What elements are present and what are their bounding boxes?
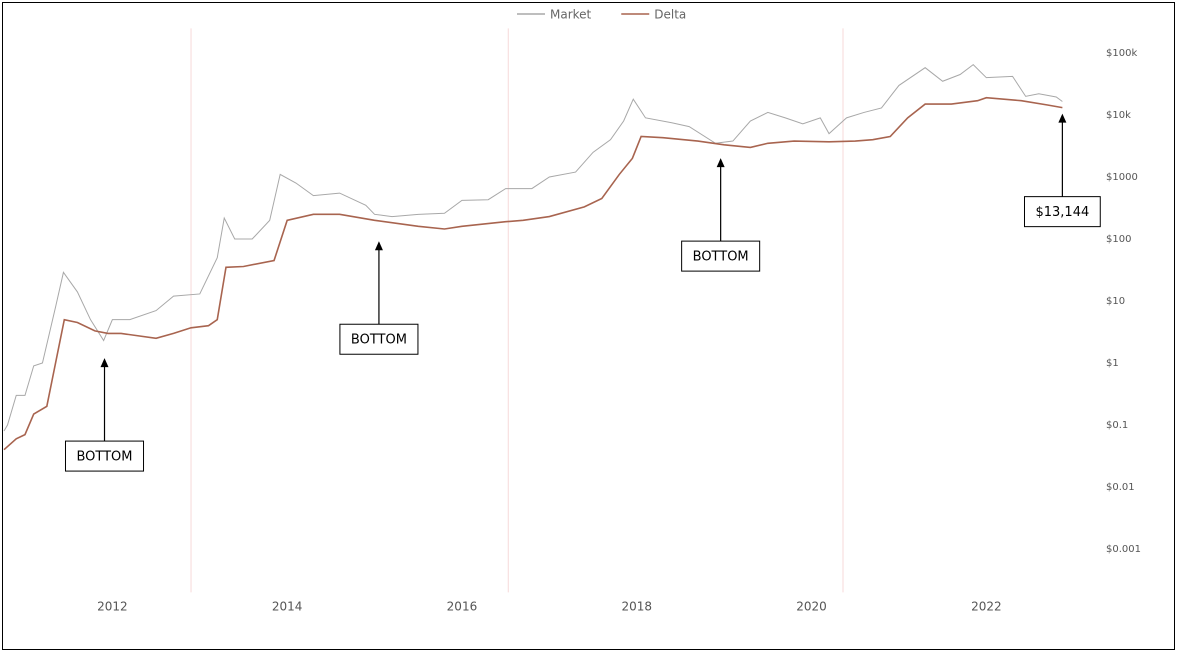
annotation-label: BOTTOM <box>76 450 132 465</box>
annotation-label: BOTTOM <box>351 333 407 348</box>
annotation-box <box>1023 196 1101 228</box>
annotation-arrowhead <box>374 241 383 251</box>
y-tick-label: $10k <box>1106 110 1131 121</box>
y-tick-label: $10 <box>1106 296 1125 307</box>
x-tick-label: 2012 <box>97 600 128 614</box>
annotation-arrowhead <box>100 358 109 368</box>
x-tick-label: 2014 <box>272 600 303 614</box>
annotation-box <box>339 323 419 355</box>
series-line <box>3 96 1063 451</box>
annotation-arrowhead <box>716 158 725 168</box>
y-tick-label: $0.1 <box>1106 420 1128 431</box>
legend-label: Delta <box>654 8 686 22</box>
annotation-label: $13,144 <box>1035 205 1089 220</box>
y-tick-label: $1000 <box>1106 172 1138 183</box>
x-tick-label: 2020 <box>796 600 827 614</box>
annotation-box <box>64 440 145 472</box>
legend-label: Market <box>550 8 592 22</box>
series-line <box>3 63 1063 432</box>
annotation-arrowhead <box>1058 113 1067 123</box>
y-tick-label: $100k <box>1106 48 1137 59</box>
y-tick-label: $1 <box>1106 358 1119 369</box>
annotation-label: BOTTOM <box>693 250 749 265</box>
x-tick-label: 2018 <box>621 600 652 614</box>
x-tick-label: 2022 <box>971 600 1002 614</box>
y-tick-label: $0.01 <box>1106 482 1135 493</box>
annotation-box <box>681 240 761 272</box>
y-tick-label: $0.001 <box>1106 544 1141 555</box>
y-tick-label: $100 <box>1106 234 1131 245</box>
x-tick-label: 2016 <box>447 600 478 614</box>
